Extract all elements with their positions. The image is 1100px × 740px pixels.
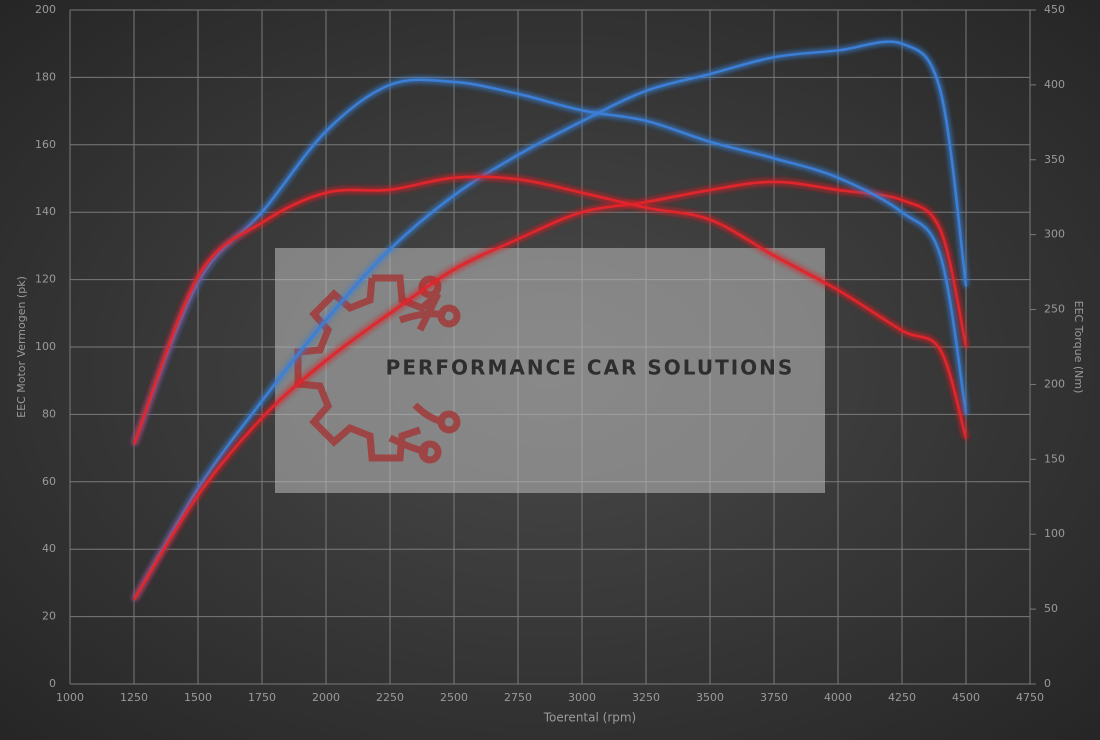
y-tick-label: 120: [35, 273, 56, 286]
y2-tick-label: 200: [1044, 377, 1065, 390]
x-tick-label: 4250: [888, 691, 916, 704]
y2-tick-label: 300: [1044, 228, 1065, 241]
y-tick-label: 180: [35, 70, 56, 83]
x-tick-label: 3000: [568, 691, 596, 704]
x-tick-label: 2250: [376, 691, 404, 704]
x-tick-label: 3250: [632, 691, 660, 704]
y-tick-label: 60: [42, 475, 56, 488]
series-line: [132, 180, 968, 601]
x-tick-label: 1000: [56, 691, 84, 704]
y-tick-label: 140: [35, 205, 56, 218]
y2-tick-label: 400: [1044, 78, 1065, 91]
x-tick-label: 4500: [952, 691, 980, 704]
x-tick-label: 1250: [120, 691, 148, 704]
y2-tick-label: 100: [1044, 527, 1065, 540]
y-axis-label: EEC Motor Vermogen (pk): [15, 276, 28, 418]
y-tick-label: 80: [42, 407, 56, 420]
x-tick-label: 2500: [440, 691, 468, 704]
x-tick-label: 3500: [696, 691, 724, 704]
x-axis-label: Toerental (rpm): [543, 711, 636, 725]
y-tick-label: 0: [49, 677, 56, 690]
y-tick-label: 20: [42, 610, 56, 623]
watermark-logo: [294, 274, 461, 464]
y2-tick-label: 450: [1044, 3, 1065, 16]
x-tick-label: 4750: [1016, 691, 1044, 704]
y-tick-label: 40: [42, 542, 56, 555]
y2-tick-label: 150: [1044, 452, 1065, 465]
x-tick-label: 1500: [184, 691, 212, 704]
watermark-box: [275, 248, 825, 493]
y2-tick-label: 50: [1044, 602, 1058, 615]
y2-axis-label: EEC Torque (Nm): [1072, 301, 1085, 394]
y-tick-label: 200: [35, 3, 56, 16]
series-line: [132, 40, 968, 601]
series-line: [132, 78, 968, 445]
x-tick-label: 4000: [824, 691, 852, 704]
series-line: [132, 175, 968, 445]
y-tick-label: 100: [35, 340, 56, 353]
y2-tick-label: 0: [1044, 677, 1051, 690]
x-tick-label: 3750: [760, 691, 788, 704]
x-tick-label: 2750: [504, 691, 532, 704]
y2-tick-label: 250: [1044, 303, 1065, 316]
y-tick-label: 160: [35, 138, 56, 151]
y2-tick-label: 350: [1044, 153, 1065, 166]
x-tick-label: 1750: [248, 691, 276, 704]
watermark: PERFORMANCE CAR SOLUTIONS: [275, 248, 825, 493]
x-tick-label: 2000: [312, 691, 340, 704]
watermark-text: PERFORMANCE CAR SOLUTIONS: [386, 356, 795, 380]
